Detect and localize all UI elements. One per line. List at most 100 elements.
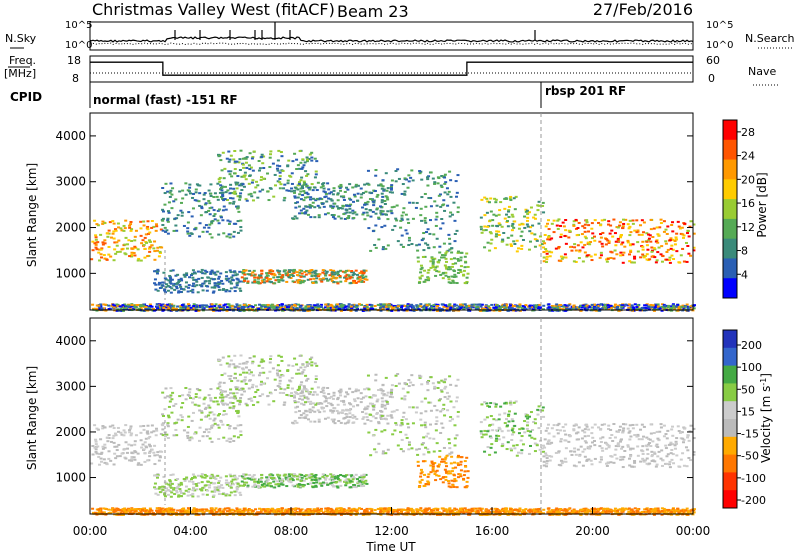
power-cell xyxy=(145,308,149,311)
power-cell xyxy=(169,304,173,307)
velocity-cell xyxy=(375,400,379,403)
velocity-cell xyxy=(221,486,225,489)
power-cell xyxy=(330,272,334,275)
velocity-cell xyxy=(293,401,297,404)
power-cell xyxy=(501,306,505,309)
power-cell xyxy=(675,250,679,253)
power-cell xyxy=(218,305,222,308)
velocity-cell xyxy=(166,423,170,426)
power-cell xyxy=(175,287,179,290)
power-cell xyxy=(436,182,440,185)
power-cell xyxy=(633,229,637,232)
velocity-cell xyxy=(303,401,307,404)
velocity-cell xyxy=(483,418,487,421)
power-cell xyxy=(280,305,284,308)
power-cell xyxy=(513,220,517,223)
power-cell xyxy=(93,242,97,245)
noise-left-tick-low: 10^0 xyxy=(65,40,92,51)
power-cell xyxy=(517,306,521,309)
power-cell xyxy=(364,208,368,211)
velocity-cell xyxy=(99,452,103,455)
power-cell xyxy=(434,303,438,306)
power-cell xyxy=(227,277,231,280)
velocity-cell xyxy=(234,490,238,493)
velocity-cell xyxy=(169,387,173,390)
velocity-cell xyxy=(252,474,256,477)
power-cell xyxy=(165,283,169,286)
power-cell xyxy=(379,205,383,208)
velocity-cell xyxy=(329,473,333,476)
velocity-cell xyxy=(313,391,317,394)
power-cell xyxy=(590,237,594,240)
power-cell xyxy=(671,303,675,306)
power-cell xyxy=(449,195,453,198)
power-cell xyxy=(170,193,174,196)
power-cell xyxy=(521,223,525,226)
power-cell xyxy=(204,202,208,205)
power-cell xyxy=(463,266,467,269)
power-cell xyxy=(253,191,257,194)
power-cell xyxy=(595,309,599,312)
power-cell xyxy=(472,303,476,306)
velocity-cell xyxy=(382,393,386,396)
power-cell xyxy=(192,305,196,308)
power-cell xyxy=(180,279,184,282)
power-cell xyxy=(179,277,183,280)
power-cell xyxy=(373,308,377,311)
velocity-cell xyxy=(217,437,221,440)
power-cell xyxy=(627,303,631,306)
power-cell xyxy=(450,213,454,216)
power-cell xyxy=(249,192,253,195)
power-cell xyxy=(188,186,192,189)
velocity-cell xyxy=(167,416,171,419)
power-cell xyxy=(197,277,201,280)
power-cell xyxy=(311,201,315,204)
power-cell xyxy=(446,268,450,271)
power-cell xyxy=(366,200,370,203)
velocity-cell xyxy=(148,450,152,453)
velocity-cell xyxy=(238,400,242,403)
power-cell xyxy=(252,309,256,312)
power-cell xyxy=(340,303,344,306)
power-cell xyxy=(368,303,372,306)
velocity-cell xyxy=(432,450,436,453)
velocity-cell xyxy=(368,396,372,399)
power-cell xyxy=(550,251,554,254)
power-cell xyxy=(386,307,390,310)
power-cell xyxy=(572,224,576,227)
power-cell xyxy=(640,219,644,222)
power-cell xyxy=(298,306,302,309)
velocity-cell xyxy=(396,373,400,376)
power-cell xyxy=(448,303,452,306)
power-cell xyxy=(348,204,352,207)
power-cell xyxy=(104,309,108,312)
velocity-cell xyxy=(297,483,301,486)
power-cell xyxy=(225,198,229,201)
power-cell xyxy=(453,273,457,276)
velocity-cell xyxy=(209,475,213,478)
power-cell xyxy=(307,269,311,272)
velocity-cell xyxy=(153,474,157,477)
power-cell xyxy=(146,220,150,223)
power-cell xyxy=(609,224,613,227)
power-cell xyxy=(193,199,197,202)
power-cell xyxy=(232,192,236,195)
power-cell xyxy=(197,309,201,312)
velocity-cell xyxy=(401,387,405,390)
power-cell xyxy=(610,251,614,254)
power-cell xyxy=(190,215,194,218)
velocity-cell xyxy=(137,462,141,465)
velocity-cell xyxy=(318,482,322,485)
power-cell xyxy=(542,251,546,254)
power-cell xyxy=(389,210,393,213)
power-cell xyxy=(337,185,341,188)
velocity-cell xyxy=(173,422,177,425)
velocity-cell xyxy=(294,411,298,414)
power-cell xyxy=(156,246,160,249)
power-cell xyxy=(113,241,117,244)
power-cell xyxy=(194,188,198,191)
power-cell xyxy=(302,275,306,278)
velocity-cell xyxy=(107,450,111,453)
power-cell xyxy=(346,188,350,191)
